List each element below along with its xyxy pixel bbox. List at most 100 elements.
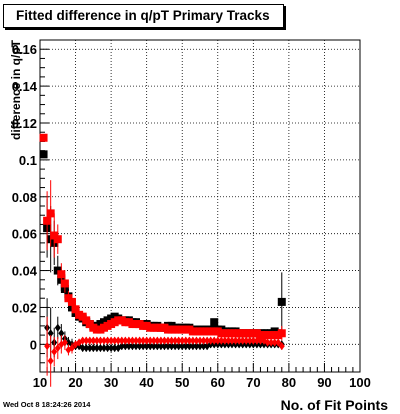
- data-point-diamond: [182, 342, 189, 351]
- timestamp-label: Wed Oct 8 18:24:26 2014: [3, 400, 91, 409]
- data-point-square: [277, 297, 286, 306]
- data-point-diamond: [69, 344, 75, 353]
- data-point-diamond: [161, 342, 168, 351]
- data-point-diamond: [204, 336, 211, 345]
- data-point-diamond: [207, 336, 214, 345]
- y-axis-label: difference in q/pT: [9, 39, 23, 140]
- y-tick-label: 0: [30, 337, 37, 352]
- data-point-diamond: [83, 336, 90, 345]
- data-point-diamond: [193, 336, 200, 345]
- data-point-diamond: [154, 342, 161, 351]
- data-point-square: [39, 133, 48, 142]
- data-point-diamond: [118, 342, 125, 351]
- axis-ticks: [39, 39, 361, 373]
- data-point-diamond: [189, 336, 196, 345]
- y-tick-label: 0.14: [12, 79, 38, 94]
- data-point-diamond: [143, 336, 150, 345]
- data-point-diamond: [115, 336, 122, 345]
- data-point-diamond: [232, 336, 239, 345]
- data-point-diamond: [108, 344, 115, 353]
- data-point-diamond: [79, 336, 86, 345]
- data-point-diamond: [125, 342, 132, 351]
- data-point-diamond: [264, 338, 271, 347]
- data-point-diamond: [243, 336, 250, 345]
- data-point-diamond: [54, 344, 61, 353]
- data-point-diamond: [246, 336, 253, 345]
- data-point-diamond: [133, 336, 139, 345]
- x-tick-label: 70: [246, 375, 260, 390]
- data-point-diamond: [154, 336, 161, 345]
- x-tick-label: 90: [317, 375, 331, 390]
- data-point-diamond: [229, 336, 235, 345]
- data-point-diamond: [221, 336, 228, 345]
- data-point-diamond: [140, 342, 147, 351]
- y-tick-label: 0.1: [19, 153, 37, 168]
- data-point-square: [71, 305, 80, 314]
- data-point-diamond: [193, 342, 200, 351]
- data-point-diamond: [165, 342, 171, 351]
- data-point-diamond: [51, 347, 58, 356]
- x-tick-labels: 10 20 30 40 50 60 70 80 90 100: [33, 375, 371, 390]
- data-point-square: [57, 270, 66, 279]
- y-tick-label: 0.02: [12, 300, 37, 315]
- data-point-diamond: [200, 342, 207, 351]
- data-point-diamond: [122, 336, 129, 345]
- data-point-diamond: [165, 336, 171, 345]
- data-point-diamond: [90, 336, 97, 345]
- x-tick-label: 20: [68, 375, 82, 390]
- data-point-diamond: [257, 336, 264, 345]
- y-tick-label: 0.06: [12, 227, 37, 242]
- data-point-square: [68, 297, 76, 306]
- data-point-diamond: [97, 336, 104, 345]
- data-point-diamond: [268, 338, 275, 347]
- data-point-diamond: [197, 336, 203, 345]
- series-4: [44, 316, 285, 387]
- data-point-diamond: [225, 336, 232, 345]
- data-point-diamond: [101, 344, 107, 353]
- data-point-diamond: [271, 338, 278, 347]
- data-point-diamond: [83, 344, 90, 353]
- data-point-diamond: [175, 336, 182, 345]
- data-point-diamond: [186, 342, 193, 351]
- data-point-diamond: [90, 344, 97, 353]
- data-point-square: [46, 209, 55, 218]
- data-point-diamond: [150, 336, 157, 345]
- data-point-diamond: [111, 336, 118, 345]
- x-tick-label: 100: [349, 375, 371, 390]
- data-point-diamond: [129, 342, 136, 351]
- x-tick-label: 30: [104, 375, 118, 390]
- data-point-diamond: [211, 336, 218, 345]
- x-tick-label: 40: [139, 375, 153, 390]
- data-point-diamond: [129, 336, 136, 345]
- data-point-diamond: [218, 336, 225, 345]
- y-tick-label: 0.16: [12, 42, 37, 57]
- data-point-diamond: [278, 342, 285, 351]
- data-point-diamond: [101, 336, 107, 345]
- data-point-diamond: [61, 338, 68, 347]
- x-tick-label: 10: [33, 375, 47, 390]
- data-point-diamond: [214, 336, 221, 345]
- data-point-diamond: [58, 340, 65, 349]
- grid-lines: [40, 40, 360, 372]
- data-point-diamond: [189, 342, 196, 351]
- data-point-diamond: [168, 342, 175, 351]
- data-point-diamond: [93, 336, 100, 345]
- data-point-diamond: [175, 342, 182, 351]
- data-point-square: [39, 150, 48, 159]
- data-point-diamond: [86, 336, 93, 345]
- data-point-square: [60, 279, 69, 288]
- y-tick-label: 0.08: [12, 190, 37, 205]
- data-point-diamond: [125, 336, 132, 345]
- chart-title: Fitted difference in q/pT Primary Tracks: [3, 4, 284, 28]
- series-2: [39, 133, 286, 341]
- data-point-square: [53, 235, 62, 244]
- data-point-diamond: [108, 336, 115, 345]
- data-point-diamond: [133, 342, 139, 351]
- data-point-diamond: [140, 336, 147, 345]
- data-point-diamond: [47, 356, 54, 365]
- data-point-diamond: [150, 342, 157, 351]
- data-point-diamond: [122, 342, 129, 351]
- data-point-square: [43, 216, 52, 225]
- data-point-diamond: [179, 342, 186, 351]
